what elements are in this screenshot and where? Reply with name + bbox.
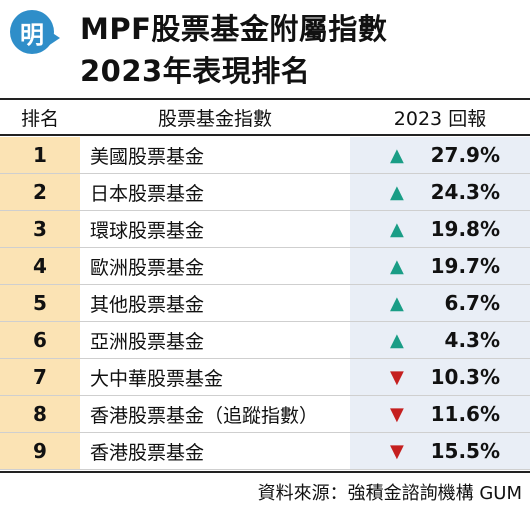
return-value: 11.6% — [430, 402, 500, 426]
rank-cell: 1 — [0, 137, 80, 173]
table-row: 6 亞洲股票基金 ▲ 4.3% — [0, 322, 530, 359]
rank-cell: 9 — [0, 433, 80, 469]
return-cell: ▲ 24.3% — [350, 174, 530, 210]
table-row: 9 香港股票基金 ▼ 15.5% — [0, 433, 530, 470]
header-return: 2023 回報 — [393, 107, 487, 130]
up-arrow-icon: ▲ — [390, 329, 404, 351]
rank-cell: 6 — [0, 322, 80, 358]
fund-name-cell: 美國股票基金 — [90, 145, 205, 168]
table-row: 2 日本股票基金 ▲ 24.3% — [0, 174, 530, 211]
rank-cell: 5 — [0, 285, 80, 321]
table-row: 7 大中華股票基金 ▼ 10.3% — [0, 359, 530, 396]
fund-name-cell: 環球股票基金 — [90, 219, 205, 242]
return-value: 19.7% — [430, 254, 500, 278]
rank-cell: 3 — [0, 211, 80, 247]
return-value: 24.3% — [430, 180, 500, 204]
down-arrow-icon: ▼ — [390, 403, 404, 425]
down-arrow-icon: ▼ — [390, 366, 404, 388]
down-arrow-icon: ▼ — [390, 440, 404, 462]
header-rank: 排名 — [20, 107, 59, 130]
return-cell: ▼ 15.5% — [350, 433, 530, 469]
return-value: 6.7% — [444, 291, 500, 315]
source-note: 資料來源：強積金諮詢機構 GUM — [0, 471, 530, 511]
table-row: 8 香港股票基金（追蹤指數） ▼ 11.6% — [0, 396, 530, 433]
up-arrow-icon: ▲ — [390, 144, 404, 166]
up-arrow-icon: ▲ — [390, 255, 404, 277]
return-cell: ▲ 27.9% — [350, 137, 530, 173]
return-cell: ▲ 19.8% — [350, 211, 530, 247]
fund-name-cell: 歐洲股票基金 — [90, 256, 205, 279]
return-value: 27.9% — [430, 143, 500, 167]
fund-name-cell: 香港股票基金 — [90, 441, 205, 464]
fund-name-cell: 亞洲股票基金 — [90, 330, 205, 353]
return-value: 19.8% — [430, 217, 500, 241]
table-header: 排名 股票基金指數 2023 回報 — [0, 98, 530, 136]
fund-name-cell: 香港股票基金（追蹤指數） — [90, 404, 319, 427]
ranking-table: 1 美國股票基金 ▲ 27.9% 2 日本股票基金 ▲ 24.3% 3 環球股票基金 ▲ 19.8% 4… — [0, 137, 530, 470]
table-row: 5 其他股票基金 ▲ 6.7% — [0, 285, 530, 322]
rank-cell: 8 — [0, 396, 80, 432]
up-arrow-icon: ▲ — [390, 292, 404, 314]
return-value: 15.5% — [430, 439, 500, 463]
return-cell: ▲ 4.3% — [350, 322, 530, 358]
return-value: 10.3% — [430, 365, 500, 389]
ming-pao-logo: 明 — [10, 10, 62, 54]
rank-cell: 2 — [0, 174, 80, 210]
source-text: 資料來源：強積金諮詢機構 GUM — [257, 483, 522, 504]
return-cell: ▼ 11.6% — [350, 396, 530, 432]
page-title: MPF股票基金附屬指數 2023年表現排名 — [80, 8, 387, 92]
title-line-1: MPF股票基金附屬指數 — [80, 12, 388, 46]
title-line-2: 2023年表現排名 — [80, 54, 311, 88]
logo-char: 明 — [20, 20, 44, 49]
header-name: 股票基金指數 — [157, 107, 272, 130]
fund-name-cell: 其他股票基金 — [90, 293, 205, 316]
table-row: 4 歐洲股票基金 ▲ 19.7% — [0, 248, 530, 285]
return-cell: ▼ 10.3% — [350, 359, 530, 395]
table-row: 3 環球股票基金 ▲ 19.8% — [0, 211, 530, 248]
fund-name-cell: 大中華股票基金 — [90, 367, 224, 390]
return-cell: ▲ 6.7% — [350, 285, 530, 321]
rank-cell: 7 — [0, 359, 80, 395]
return-cell: ▲ 19.7% — [350, 248, 530, 284]
table-row: 1 美國股票基金 ▲ 27.9% — [0, 137, 530, 174]
return-value: 4.3% — [444, 328, 500, 352]
rank-cell: 4 — [0, 248, 80, 284]
fund-name-cell: 日本股票基金 — [90, 182, 205, 205]
logo-tail — [48, 30, 60, 46]
up-arrow-icon: ▲ — [390, 218, 404, 240]
logo-bubble-icon: 明 — [10, 10, 54, 54]
up-arrow-icon: ▲ — [390, 181, 404, 203]
